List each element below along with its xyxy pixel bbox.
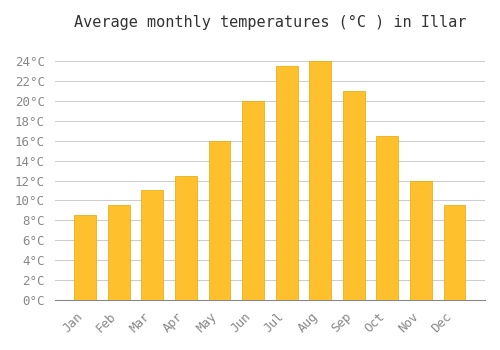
Bar [175,176,197,300]
Bar [343,91,364,300]
Bar [276,66,297,300]
Bar [376,136,398,300]
Bar [444,205,466,300]
Bar [242,101,264,300]
Bar [208,141,231,300]
Bar [310,61,331,300]
Title: Average monthly temperatures (°C ) in Illar: Average monthly temperatures (°C ) in Il… [74,15,466,30]
Bar [74,215,96,300]
Bar [142,190,164,300]
Bar [410,181,432,300]
Bar [108,205,130,300]
